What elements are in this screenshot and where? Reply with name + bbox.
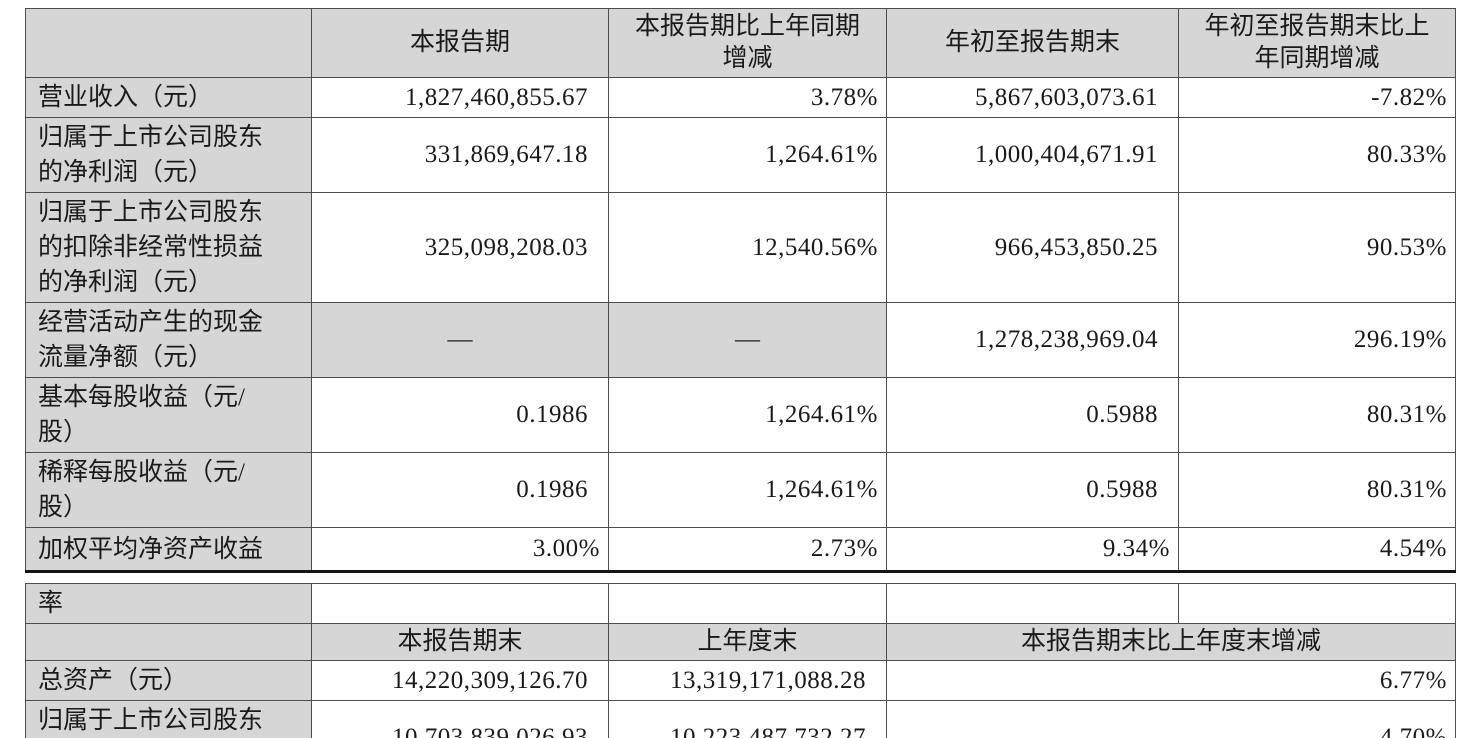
- table-row: 基本每股收益（元/股） 0.1986 1,264.61% 0.5988 80.3…: [25, 377, 1456, 453]
- header-ytd-yoy-change: 年初至报告期末比上年同期增减: [1178, 8, 1456, 78]
- carryover-label: 率: [25, 583, 312, 624]
- metric-value: 9.34%: [886, 527, 1179, 572]
- metric-value: 3.78%: [608, 77, 887, 118]
- metric-value: 80.31%: [1178, 377, 1456, 453]
- table-row: 经营活动产生的现金流量净额（元） — — 1,278,238,969.04 29…: [25, 302, 1456, 378]
- metric-label: 总资产（元）: [25, 660, 312, 701]
- metric-value-na: —: [608, 302, 887, 378]
- metric-label: 基本每股收益（元/股）: [25, 377, 312, 453]
- metric-label: 稀释每股收益（元/股）: [25, 452, 312, 528]
- metric-value: 10,703,839,026.93: [311, 700, 609, 738]
- metric-label: 营业收入（元）: [25, 77, 312, 118]
- empty-cell: [886, 583, 1179, 624]
- header-change-vs-prior-year-end: 本报告期末比上年度末增减: [886, 623, 1456, 661]
- metric-value: 1,264.61%: [608, 452, 887, 528]
- metric-label: 加权平均净资产收益: [25, 527, 312, 572]
- table-row: 稀释每股收益（元/股） 0.1986 1,264.61% 0.5988 80.3…: [25, 452, 1456, 528]
- metric-value-na: —: [311, 302, 609, 378]
- metric-value: 5,867,603,073.61: [886, 77, 1179, 118]
- metric-value: 0.5988: [886, 452, 1179, 528]
- table-header-row: 本报告期末 上年度末 本报告期末比上年度末增减: [25, 623, 1456, 661]
- metric-value: 1,000,404,671.91: [886, 117, 1179, 193]
- metric-label: 经营活动产生的现金流量净额（元）: [25, 302, 312, 378]
- metric-value: 0.1986: [311, 452, 609, 528]
- metric-value: 1,278,238,969.04: [886, 302, 1179, 378]
- table-row: 总资产（元） 14,220,309,126.70 13,319,171,088.…: [25, 660, 1456, 701]
- header-blank-cell: [25, 8, 312, 78]
- metric-value: 6.77%: [886, 660, 1456, 701]
- table-row: 归属于上市公司股东的净利润（元） 331,869,647.18 1,264.61…: [25, 117, 1456, 193]
- header-ytd: 年初至报告期末: [886, 8, 1179, 78]
- metric-value: 1,264.61%: [608, 117, 887, 193]
- metric-value: 80.33%: [1178, 117, 1456, 193]
- metric-value: 12,540.56%: [608, 192, 887, 303]
- metric-label: 归属于上市公司股东的扣除非经常性损益的净利润（元）: [25, 192, 312, 303]
- metric-value: 2.73%: [608, 527, 887, 572]
- metric-value: 331,869,647.18: [311, 117, 609, 193]
- metric-value: 4.70%: [886, 700, 1456, 738]
- header-end-of-period: 本报告期末: [311, 623, 609, 661]
- metric-label: 归属于上市公司股东的所有者权益（元）: [25, 700, 312, 738]
- table-row: 加权平均净资产收益 3.00% 2.73% 9.34% 4.54%: [25, 527, 1456, 572]
- balance-sheet-data-table: 率 本报告期末 上年度末 本报告期末比上年度末增减 总资产（元） 14,220,…: [25, 583, 1456, 738]
- table-header-row: 本报告期 本报告期比上年同期增减 年初至报告期末 年初至报告期末比上年同期增减: [25, 8, 1456, 78]
- empty-cell: [1178, 583, 1456, 624]
- key-financial-data-table: 本报告期 本报告期比上年同期增减 年初至报告期末 年初至报告期末比上年同期增减 …: [25, 8, 1456, 573]
- metric-value: 13,319,171,088.28: [608, 660, 887, 701]
- empty-cell: [608, 583, 887, 624]
- header-blank-cell: [25, 623, 312, 661]
- metric-label: 归属于上市公司股东的净利润（元）: [25, 117, 312, 193]
- metric-value: 0.1986: [311, 377, 609, 453]
- metric-value: 90.53%: [1178, 192, 1456, 303]
- empty-cell: [311, 583, 609, 624]
- header-current-period-yoy-change: 本报告期比上年同期增减: [608, 8, 887, 78]
- metric-value: 1,827,460,855.67: [311, 77, 609, 118]
- metric-value: 4.54%: [1178, 527, 1456, 572]
- metric-value: 14,220,309,126.70: [311, 660, 609, 701]
- metric-value: 1,264.61%: [608, 377, 887, 453]
- metric-value: 966,453,850.25: [886, 192, 1179, 303]
- header-end-of-prior-year: 上年度末: [608, 623, 887, 661]
- metric-value: 80.31%: [1178, 452, 1456, 528]
- metric-value: 0.5988: [886, 377, 1179, 453]
- table-row: 营业收入（元） 1,827,460,855.67 3.78% 5,867,603…: [25, 77, 1456, 118]
- metric-value: 3.00%: [311, 527, 609, 572]
- table-row: 归属于上市公司股东的扣除非经常性损益的净利润（元） 325,098,208.03…: [25, 192, 1456, 303]
- metric-value: -7.82%: [1178, 77, 1456, 118]
- carryover-row: 率: [25, 583, 1456, 624]
- header-current-period: 本报告期: [311, 8, 609, 78]
- metric-value: 10,223,487,732.27: [608, 700, 887, 738]
- metric-value: 325,098,208.03: [311, 192, 609, 303]
- table-row: 归属于上市公司股东的所有者权益（元） 10,703,839,026.93 10,…: [25, 700, 1456, 738]
- metric-value: 296.19%: [1178, 302, 1456, 378]
